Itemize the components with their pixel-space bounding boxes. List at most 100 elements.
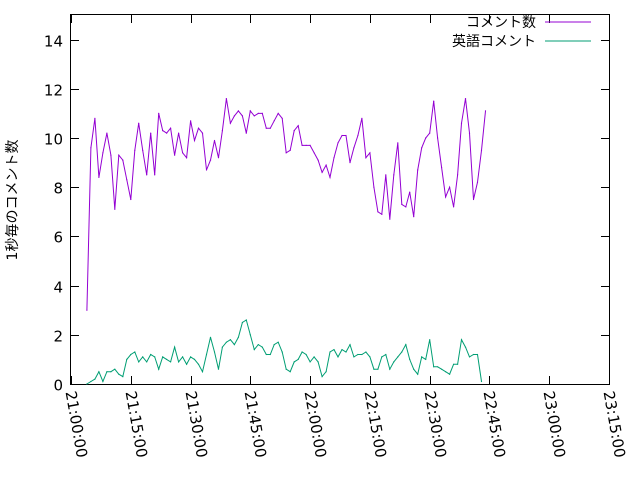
data-point	[98, 371, 100, 373]
data-point	[333, 157, 335, 159]
data-point	[193, 139, 196, 142]
data-point	[472, 353, 475, 356]
data-point	[154, 174, 156, 176]
data-point	[217, 157, 220, 159]
data-point	[365, 157, 367, 159]
data-point	[421, 147, 423, 149]
data-point	[281, 351, 283, 353]
data-point	[225, 98, 227, 100]
data-point	[102, 152, 104, 154]
data-point	[301, 351, 303, 353]
data-point	[90, 147, 92, 149]
data-point	[357, 353, 359, 356]
data-point	[257, 112, 259, 114]
data-point	[249, 334, 251, 336]
data-point	[460, 122, 463, 124]
data-point	[265, 127, 267, 129]
data-point	[329, 176, 331, 178]
data-point	[409, 358, 411, 360]
data-point	[174, 154, 176, 156]
data-point	[162, 130, 164, 132]
data-point	[377, 368, 379, 370]
data-point	[158, 368, 160, 370]
data-point	[397, 356, 399, 358]
data-point	[464, 346, 467, 348]
data-point	[273, 344, 275, 346]
data-point	[453, 206, 455, 208]
data-point	[146, 361, 148, 363]
y-tick-label: 6	[53, 229, 63, 247]
data-point	[377, 211, 379, 213]
data-point	[445, 371, 447, 373]
data-point	[389, 218, 391, 220]
data-point	[178, 361, 180, 363]
x-tick-label: 22:30:00	[421, 390, 450, 459]
data-point	[325, 164, 327, 166]
data-point	[150, 132, 152, 134]
data-point	[464, 98, 467, 100]
data-point	[453, 363, 455, 365]
data-point	[393, 361, 395, 363]
data-point	[293, 361, 295, 363]
data-point	[441, 368, 443, 370]
data-point	[417, 373, 419, 375]
data-point	[277, 112, 279, 114]
data-point	[102, 380, 104, 383]
data-point	[313, 152, 315, 154]
data-point	[425, 137, 427, 139]
data-point	[106, 132, 108, 134]
data-point	[389, 368, 391, 370]
data-point	[106, 371, 108, 373]
data-point	[94, 378, 96, 380]
data-point	[325, 371, 327, 373]
data-point	[221, 346, 223, 348]
data-point	[437, 137, 439, 139]
data-point	[205, 169, 208, 171]
data-point	[114, 208, 116, 210]
data-point	[118, 154, 120, 156]
data-point	[186, 363, 188, 365]
data-point	[162, 356, 164, 358]
data-point	[417, 169, 419, 171]
data-point	[261, 112, 263, 114]
data-point	[345, 351, 347, 353]
data-point	[369, 356, 371, 358]
data-point	[190, 356, 192, 358]
data-point	[317, 361, 319, 363]
data-point	[305, 353, 307, 356]
series-lines	[86, 98, 486, 385]
data-point	[197, 127, 200, 129]
data-point	[381, 356, 383, 358]
data-point	[309, 144, 311, 146]
data-point	[138, 361, 140, 363]
data-point	[130, 353, 132, 356]
data-point	[361, 117, 363, 119]
data-point	[285, 368, 287, 370]
data-point	[457, 174, 459, 176]
data-point	[429, 339, 431, 341]
data-point	[425, 358, 427, 360]
data-point	[468, 132, 471, 134]
data-point	[142, 149, 144, 151]
x-tick-label: 22:00:00	[301, 390, 330, 459]
data-point	[301, 144, 303, 146]
data-point	[269, 353, 271, 356]
data-point	[205, 353, 208, 356]
data-point	[178, 132, 180, 134]
data-point	[457, 363, 459, 365]
data-point	[281, 117, 283, 119]
data-point	[401, 203, 403, 205]
data-point	[449, 186, 451, 188]
data-point	[409, 191, 411, 193]
data-point	[297, 358, 299, 360]
x-tick-label: 21:00:00	[62, 390, 91, 459]
data-point	[86, 309, 88, 311]
data-point	[245, 132, 247, 134]
data-point	[401, 351, 403, 353]
data-point	[433, 100, 435, 102]
y-axis: 0 2 4 6 8 10 12 14	[44, 33, 609, 395]
data-point	[405, 206, 407, 208]
data-point	[353, 147, 355, 149]
data-point	[193, 358, 196, 360]
data-point	[233, 115, 235, 117]
